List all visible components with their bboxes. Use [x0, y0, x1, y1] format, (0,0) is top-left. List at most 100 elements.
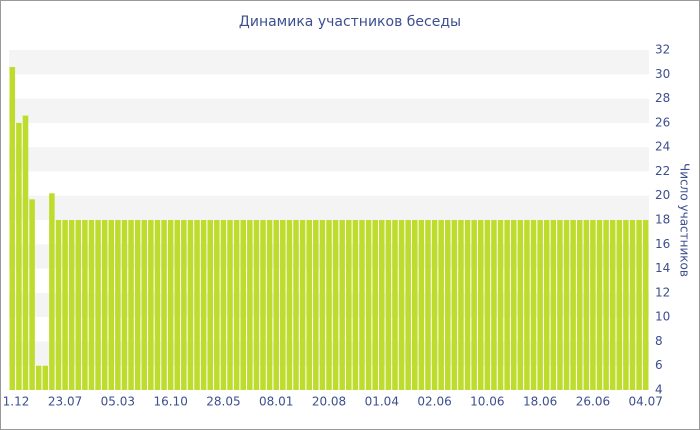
bar: [154, 220, 161, 390]
bar: [214, 220, 220, 390]
bar: [543, 220, 550, 390]
bar: [75, 220, 82, 390]
bar: [313, 220, 319, 390]
bar: [570, 220, 576, 390]
bar: [207, 220, 214, 390]
bar: [9, 67, 16, 390]
bar: [247, 220, 253, 390]
y-tick-label: 14: [655, 261, 670, 275]
bar: [332, 220, 339, 390]
bar: [458, 220, 464, 390]
x-tick-label: 1.12: [3, 395, 30, 409]
bar: [583, 220, 590, 390]
bar: [484, 220, 491, 390]
bar: [95, 220, 101, 390]
bar: [68, 220, 75, 390]
y-tick-label: 22: [655, 164, 670, 178]
y-tick-label: 28: [655, 91, 670, 105]
x-tick-label: 04.07: [629, 395, 663, 409]
bar: [266, 220, 273, 390]
bar: [359, 220, 365, 390]
bar: [326, 220, 332, 390]
bar: [596, 220, 603, 390]
bar: [451, 220, 458, 390]
bar: [319, 220, 326, 390]
bar: [464, 220, 471, 390]
bar: [62, 220, 68, 390]
x-tick-label: 28.05: [206, 395, 240, 409]
bar: [504, 220, 510, 390]
bar: [563, 220, 570, 390]
bar: [35, 365, 42, 390]
bar: [82, 220, 88, 390]
bar: [537, 220, 543, 390]
bar: [55, 220, 62, 390]
bar: [174, 220, 181, 390]
bar: [412, 220, 418, 390]
grid-band: [9, 50, 649, 75]
bar: [491, 220, 497, 390]
bar: [616, 220, 623, 390]
x-tick-label: 08.01: [259, 395, 293, 409]
bar: [425, 220, 431, 390]
y-tick-label: 26: [655, 115, 670, 129]
bar: [49, 193, 55, 390]
bar: [418, 220, 425, 390]
bar: [524, 220, 530, 390]
bar: [280, 220, 286, 390]
bar: [372, 220, 378, 390]
bar: [148, 220, 154, 390]
bar: [220, 220, 227, 390]
bar: [392, 220, 398, 390]
x-tick-label: 23.07: [48, 395, 82, 409]
x-tick-label: 20.08: [312, 395, 346, 409]
bar: [273, 220, 279, 390]
grid-band: [9, 98, 649, 123]
bar: [530, 220, 537, 390]
x-tick-label: 01.04: [365, 395, 399, 409]
bar: [29, 199, 35, 390]
x-tick-label: 26.06: [576, 395, 610, 409]
bar: [42, 365, 49, 390]
bar: [240, 220, 246, 390]
bar: [141, 220, 148, 390]
chart-title: Динамика участников беседы: [239, 14, 461, 30]
bar: [339, 220, 345, 390]
x-tick-label: 05.03: [101, 395, 135, 409]
bar: [438, 220, 444, 390]
y-tick-label: 20: [655, 188, 670, 202]
bar: [590, 220, 596, 390]
bar: [128, 220, 134, 390]
x-tick-label: 02.06: [417, 395, 451, 409]
bar: [365, 220, 372, 390]
bar: [405, 220, 411, 390]
bar: [385, 220, 392, 390]
bar: [260, 220, 266, 390]
bar: [167, 220, 174, 390]
x-tick-label: 10.06: [470, 395, 504, 409]
bar: [115, 220, 121, 390]
bar: [293, 220, 299, 390]
grid-band: [9, 147, 649, 172]
grid-band: [9, 195, 649, 220]
bar: [431, 220, 438, 390]
bar: [108, 220, 115, 390]
bar: [352, 220, 359, 390]
bar: [306, 220, 312, 390]
bar: [497, 220, 504, 390]
bar: [642, 220, 649, 390]
bar: [233, 220, 240, 390]
bar: [603, 220, 609, 390]
bar: [134, 220, 141, 390]
bar: [636, 220, 642, 390]
bar: [477, 220, 484, 390]
bar: [121, 220, 128, 390]
y-axis-label: Число участников: [678, 163, 692, 277]
bar: [299, 220, 306, 390]
bar: [379, 220, 385, 390]
bar: [16, 122, 22, 390]
y-tick-label: 30: [655, 67, 670, 81]
y-tick-label: 8: [655, 334, 663, 348]
bar: [629, 220, 636, 390]
y-tick-label: 12: [655, 285, 670, 299]
